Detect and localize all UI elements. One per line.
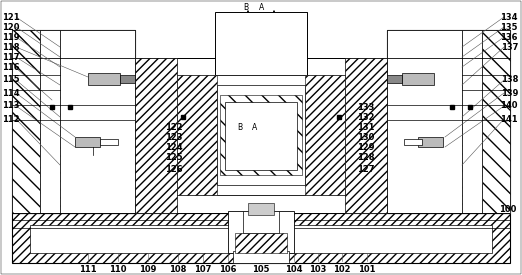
- Bar: [402, 73, 434, 85]
- Text: A: A: [259, 2, 265, 12]
- Text: 108: 108: [169, 265, 187, 274]
- Text: 103: 103: [310, 265, 327, 274]
- Bar: [135, 58, 387, 213]
- Text: 118: 118: [2, 43, 19, 51]
- Text: 123: 123: [165, 133, 183, 142]
- Text: 109: 109: [139, 265, 157, 274]
- Bar: [418, 137, 443, 147]
- Text: 128: 128: [357, 153, 374, 161]
- Bar: [235, 233, 287, 253]
- Bar: [248, 203, 274, 215]
- Text: 119: 119: [2, 32, 19, 42]
- Text: 120: 120: [2, 23, 19, 32]
- Bar: [225, 102, 297, 170]
- Text: 127: 127: [357, 166, 374, 175]
- Text: 135: 135: [501, 23, 518, 32]
- Text: A: A: [252, 122, 258, 131]
- Text: 136: 136: [501, 32, 518, 42]
- Bar: [220, 95, 302, 175]
- Bar: [217, 85, 305, 185]
- Text: 102: 102: [333, 265, 351, 274]
- Text: 111: 111: [79, 265, 97, 274]
- Text: 101: 101: [358, 265, 376, 274]
- Bar: [135, 58, 177, 213]
- Text: 134: 134: [501, 12, 518, 21]
- Bar: [387, 75, 402, 83]
- Text: 139: 139: [501, 89, 518, 98]
- Text: 129: 129: [357, 142, 374, 152]
- Bar: [462, 30, 482, 213]
- Text: 116: 116: [2, 64, 20, 73]
- Bar: [30, 225, 492, 253]
- Bar: [243, 211, 279, 233]
- Text: 104: 104: [285, 265, 303, 274]
- Bar: [482, 30, 510, 213]
- Text: 112: 112: [2, 114, 20, 123]
- Text: 132: 132: [357, 112, 374, 122]
- Bar: [40, 30, 60, 213]
- Bar: [12, 30, 40, 213]
- Bar: [177, 75, 217, 195]
- Bar: [305, 75, 345, 195]
- Text: 124: 124: [165, 142, 183, 152]
- Text: 100: 100: [499, 205, 516, 215]
- Text: 114: 114: [2, 89, 20, 98]
- Bar: [404, 139, 422, 145]
- Text: 140: 140: [501, 101, 518, 111]
- Bar: [60, 30, 135, 213]
- Bar: [215, 12, 307, 120]
- Text: 106: 106: [219, 265, 237, 274]
- Text: 141: 141: [501, 114, 518, 123]
- Bar: [387, 30, 462, 213]
- Text: 113: 113: [2, 101, 19, 111]
- Text: 115: 115: [2, 76, 20, 84]
- Text: 105: 105: [252, 265, 270, 274]
- Text: 137: 137: [501, 43, 518, 51]
- Bar: [12, 213, 510, 263]
- Text: B: B: [238, 122, 243, 131]
- Bar: [12, 30, 135, 213]
- Bar: [228, 211, 294, 253]
- Bar: [88, 73, 120, 85]
- Bar: [75, 137, 100, 147]
- Bar: [233, 251, 289, 263]
- Text: 117: 117: [2, 53, 19, 62]
- Text: 138: 138: [501, 76, 518, 84]
- Bar: [177, 75, 345, 195]
- Text: 126: 126: [165, 166, 183, 175]
- Text: 110: 110: [109, 265, 127, 274]
- Text: 121: 121: [2, 12, 20, 21]
- Bar: [345, 58, 387, 213]
- Text: 130: 130: [357, 133, 374, 142]
- Text: 122: 122: [165, 122, 183, 131]
- Text: 107: 107: [194, 265, 212, 274]
- Bar: [120, 75, 135, 83]
- Bar: [387, 30, 510, 213]
- Text: B: B: [243, 2, 248, 12]
- Bar: [100, 139, 118, 145]
- Text: 131: 131: [357, 122, 374, 131]
- Text: 125: 125: [165, 153, 183, 161]
- Text: 133: 133: [357, 103, 374, 111]
